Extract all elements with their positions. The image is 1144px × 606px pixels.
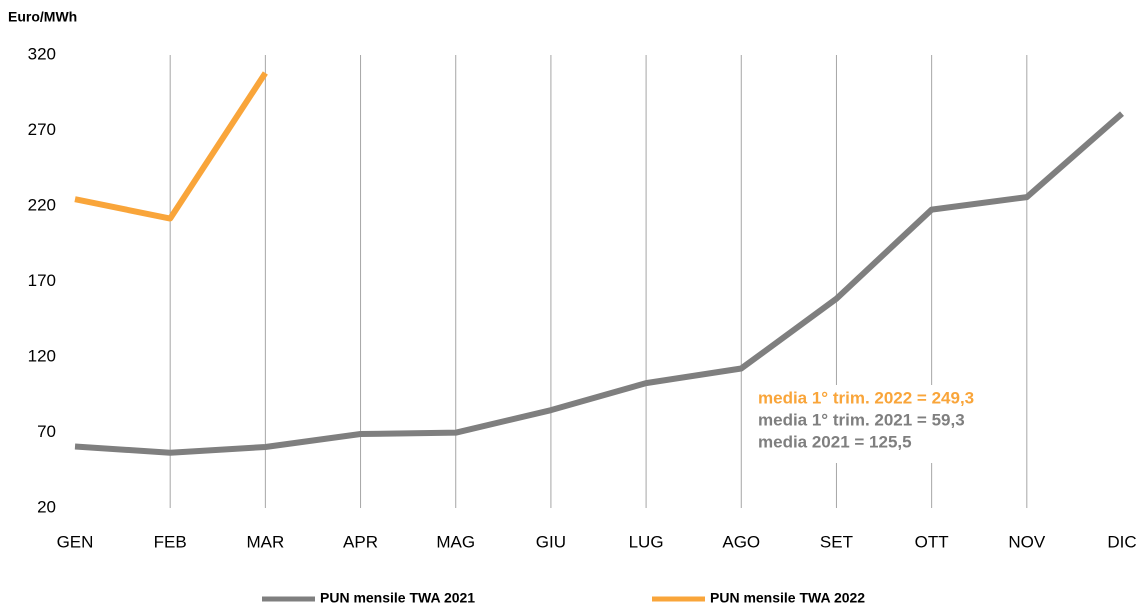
y-axis-label: Euro/MWh [8,9,77,25]
x-tick-label: MAR [246,532,284,551]
annotation-box [752,385,1012,463]
x-tick-label: APR [343,532,378,551]
x-tick-label: AGO [722,532,760,551]
x-tick-label: GEN [57,532,94,551]
legend-label: PUN mensile TWA 2021 [320,590,475,606]
y-tick-label: 20 [37,497,56,516]
series-line [74,71,268,222]
y-tick-label: 170 [28,271,56,290]
x-tick-label: MAG [436,532,475,551]
y-tick-label: 320 [28,44,56,63]
series-line [74,111,1124,456]
y-tick-label: 120 [28,346,56,365]
annotation: media 1° trim. 2021 = 59,3 [758,410,965,429]
x-tick-label: GIU [536,532,566,551]
x-tick-label: SET [820,532,853,551]
x-tick-label: OTT [915,532,949,551]
x-tick-label: LUG [629,532,664,551]
annotation: media 1° trim. 2022 = 249,3 [758,388,974,407]
legend-label: PUN mensile TWA 2022 [710,590,865,606]
y-tick-label: 70 [37,422,56,441]
y-tick-label: 220 [28,195,56,214]
y-tick-label: 270 [28,120,56,139]
x-tick-label: FEB [154,532,187,551]
x-tick-label: NOV [1008,532,1046,551]
x-tick-label: DIC [1107,532,1136,551]
annotation: media 2021 = 125,5 [758,432,912,451]
